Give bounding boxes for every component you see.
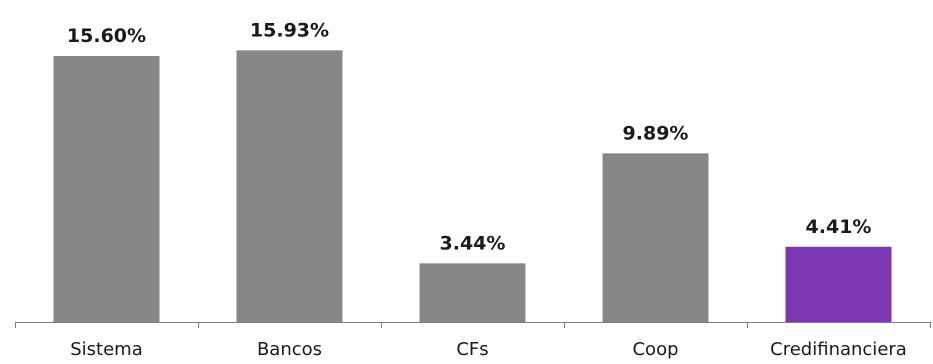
x-axis-ticks-group	[15, 322, 931, 328]
bars-group	[53, 50, 892, 323]
category-label-cfs: CFs	[456, 339, 488, 360]
bar-sistema	[53, 55, 160, 323]
bar-credifinanciera	[785, 246, 892, 322]
category-label-bancos: Bancos	[257, 339, 322, 360]
bar-coop	[602, 153, 709, 322]
value-label-sistema: 15.60%	[67, 25, 146, 47]
category-label-coop: Coop	[632, 339, 678, 360]
category-labels-group: Sistema Bancos CFs Coop Credifinanciera	[70, 339, 907, 360]
value-label-coop: 9.89%	[623, 122, 689, 144]
bar-bancos	[236, 50, 343, 323]
value-label-bancos: 15.93%	[250, 19, 329, 41]
category-label-sistema: Sistema	[70, 339, 143, 360]
value-label-credifinanciera: 4.41%	[806, 216, 872, 238]
category-label-credifinanciera: Credifinanciera	[770, 339, 907, 360]
bar-cfs	[419, 263, 526, 322]
value-labels-group: 15.60% 15.93% 3.44% 9.89% 4.41%	[67, 19, 872, 254]
value-label-cfs: 3.44%	[440, 232, 506, 254]
